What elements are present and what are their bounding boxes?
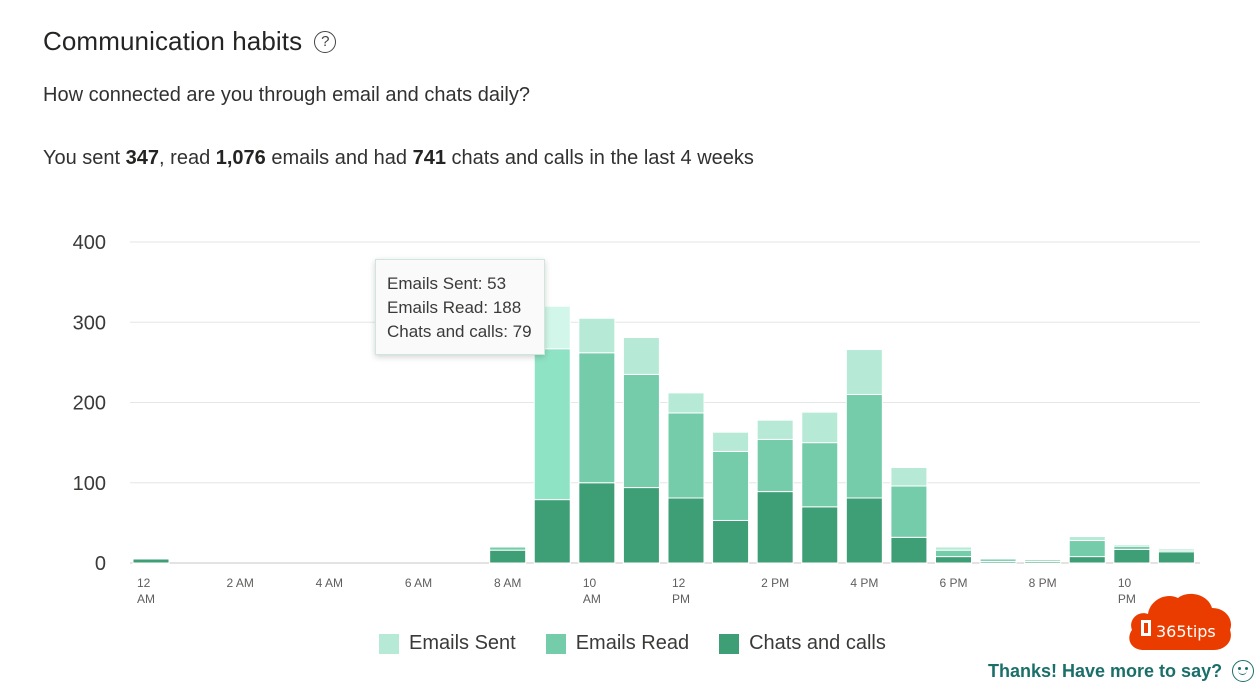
chart-tooltip: Emails Sent: 53 Emails Read: 188 Chats a… xyxy=(375,259,545,355)
y-tick-label: 100 xyxy=(73,473,106,495)
bar-chats xyxy=(578,482,616,564)
feedback-label: Thanks! Have more to say? xyxy=(988,660,1223,681)
x-tick-label: 2 PM xyxy=(761,576,789,590)
summary-part1: You sent xyxy=(43,147,126,169)
bar-chats xyxy=(1068,556,1106,564)
watermark-text: 365tips xyxy=(1156,622,1216,641)
bar-sent xyxy=(712,431,750,452)
bar-read xyxy=(1068,540,1106,558)
bar-chats xyxy=(890,536,928,564)
x-tick-label: AM xyxy=(137,592,155,606)
x-tick-label: 12 xyxy=(137,576,151,590)
bar-chats xyxy=(712,519,750,564)
bar-chats xyxy=(489,549,527,564)
summary-part3: emails and had xyxy=(265,147,413,169)
x-tick-label: AM xyxy=(583,592,601,606)
bar-chats xyxy=(1113,548,1151,564)
x-tick-label: PM xyxy=(672,592,690,606)
legend-item-chats-calls[interactable]: Chats and calls xyxy=(719,632,886,655)
summary-part2: , read xyxy=(159,147,216,169)
bar-read xyxy=(935,549,972,558)
bar-sent xyxy=(801,411,839,444)
legend-swatch-chats xyxy=(719,633,740,654)
bar-read xyxy=(667,412,705,499)
bar-read xyxy=(1024,559,1062,562)
bar-read xyxy=(578,352,616,484)
bar-sent xyxy=(890,467,928,487)
bar-chats xyxy=(845,497,883,564)
page-title: Communication habits xyxy=(43,26,303,56)
tooltip-emails-sent: Emails Sent: 53 xyxy=(387,274,507,293)
legend-label-chats: Chats and calls xyxy=(749,632,886,654)
x-tick-label: 6 AM xyxy=(405,576,432,590)
bar-chats xyxy=(801,506,839,564)
bar-sent xyxy=(756,419,794,440)
y-tick-label: 300 xyxy=(73,312,106,334)
y-tick-label: 200 xyxy=(73,393,106,415)
bar-read xyxy=(890,485,928,538)
bar-read xyxy=(533,348,571,501)
x-tick-label: 4 AM xyxy=(316,576,343,590)
bar-sent xyxy=(1113,544,1151,547)
x-tick-label: 10 xyxy=(583,576,597,590)
summary-chats-count: 741 xyxy=(412,147,446,169)
y-tick-label: 400 xyxy=(73,232,106,254)
summary-read-count: 1,076 xyxy=(215,147,266,169)
chart-legend: Emails Sent Emails Read Chats and calls xyxy=(379,632,886,655)
subtitle: How connected are you through email and … xyxy=(43,84,530,106)
bar-sent xyxy=(845,349,883,395)
question-circle-icon[interactable]: ? xyxy=(314,30,337,53)
bar-read xyxy=(712,450,750,521)
x-tick-label: 10 xyxy=(1118,576,1132,590)
legend-item-emails-sent[interactable]: Emails Sent xyxy=(379,632,516,655)
bar-read xyxy=(756,438,794,493)
bar-sent xyxy=(1068,536,1106,542)
x-tick-label: PM xyxy=(1118,592,1136,606)
bar-chats xyxy=(132,558,170,564)
legend-swatch-sent xyxy=(379,633,399,654)
bar-sent xyxy=(622,336,660,375)
bar-chats xyxy=(1157,551,1195,564)
bar-read xyxy=(132,557,170,560)
bar-sent xyxy=(667,392,705,414)
bar-sent xyxy=(578,317,616,354)
bar-chats xyxy=(622,487,660,564)
feedback-link[interactable]: Thanks! Have more to say? xyxy=(988,660,1255,682)
header: Communication habits ? xyxy=(43,26,337,57)
bar-read xyxy=(979,558,1017,562)
legend-label-read: Emails Read xyxy=(575,632,690,654)
bar-chats xyxy=(756,491,794,564)
bar-sent xyxy=(935,546,972,551)
x-tick-label: 8 AM xyxy=(494,576,521,590)
y-tick-label: 0 xyxy=(95,553,106,575)
bar-read xyxy=(845,393,883,499)
tooltip-chats-calls: Chats and calls: 79 xyxy=(387,322,532,341)
bar-chats xyxy=(667,497,705,564)
smiley-icon xyxy=(1232,660,1255,682)
365tips-logo xyxy=(1129,593,1232,650)
bar-sent xyxy=(1157,548,1195,551)
tooltip-emails-read: Emails Read: 188 xyxy=(387,298,522,317)
summary-part4: chats and calls in the last 4 weeks xyxy=(445,147,754,169)
legend-item-emails-read[interactable]: Emails Read xyxy=(545,632,690,655)
bar-chats xyxy=(935,556,972,564)
bar-read xyxy=(801,442,839,508)
x-tick-label: 12 xyxy=(672,576,686,590)
summary-sent-count: 347 xyxy=(125,147,160,169)
bar-read xyxy=(622,373,660,489)
x-tick-label: 4 PM xyxy=(850,576,878,590)
x-tick-label: 8 PM xyxy=(1029,576,1057,590)
bar-sent xyxy=(489,545,527,548)
summary-text: You sent 347, read 1,076 emails and had … xyxy=(43,147,754,170)
legend-label-sent: Emails Sent xyxy=(409,632,516,654)
bar-chats xyxy=(533,499,571,564)
x-tick-label: 2 AM xyxy=(226,576,253,590)
legend-swatch-read xyxy=(545,633,566,654)
x-tick-label: 6 PM xyxy=(939,576,967,590)
